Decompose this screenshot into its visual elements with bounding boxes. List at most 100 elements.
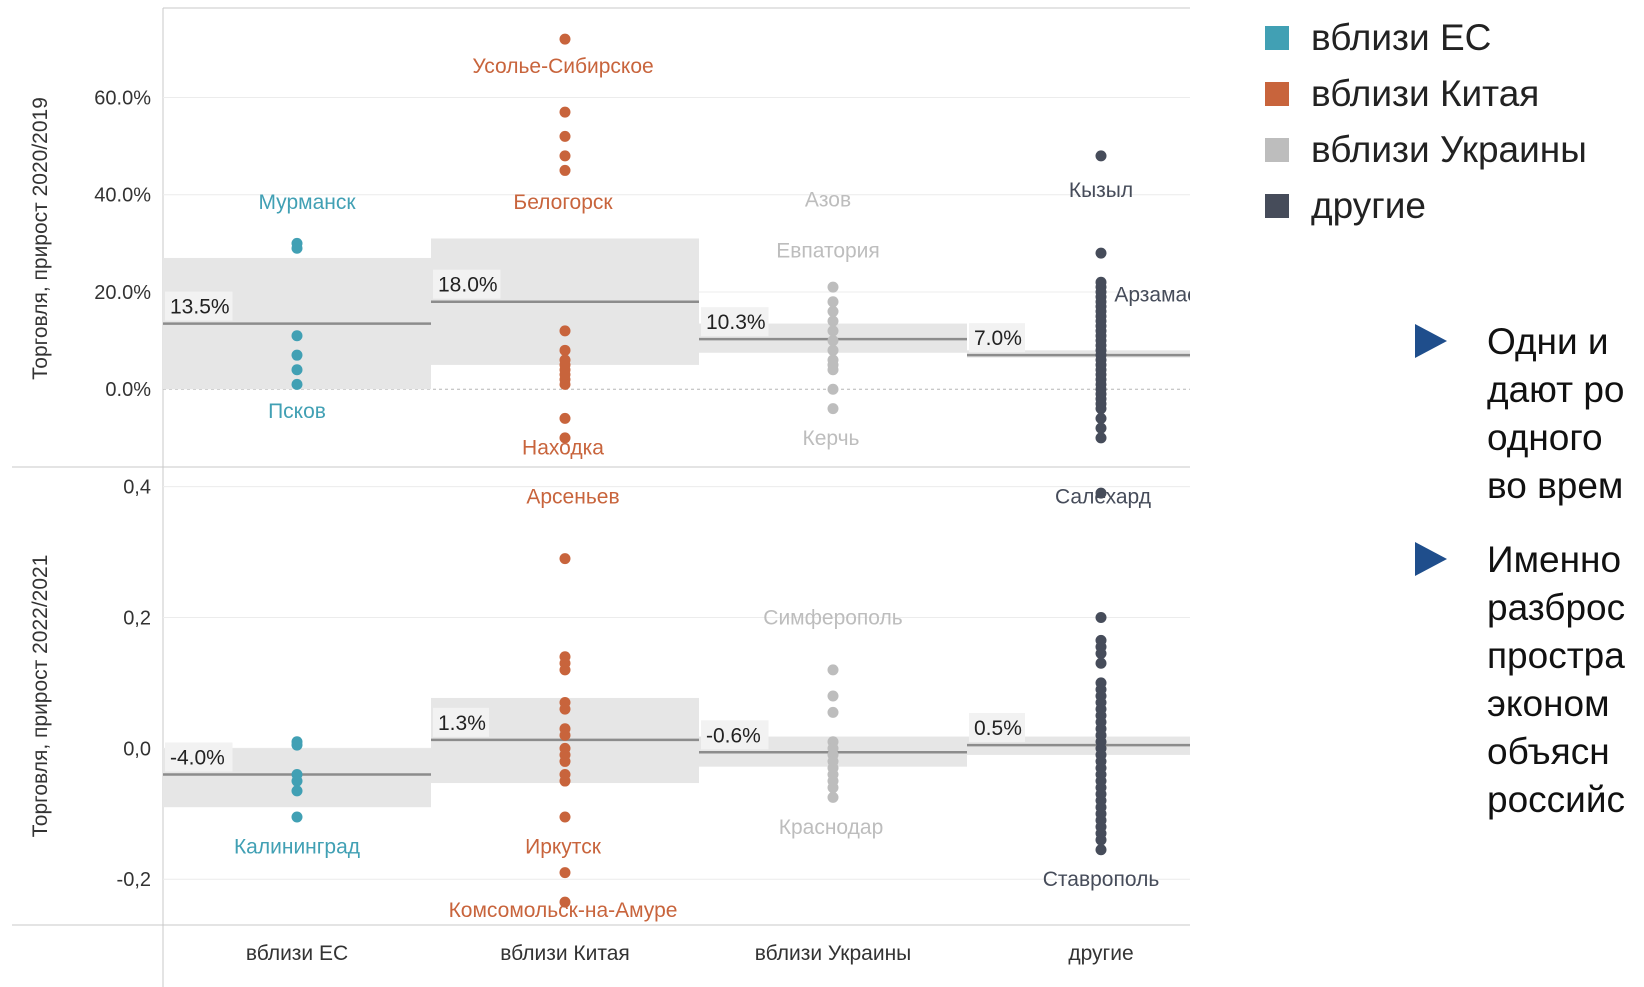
data-point (559, 164, 571, 176)
data-point (827, 296, 839, 308)
data-point (827, 706, 839, 718)
data-point (559, 867, 571, 879)
city-label: Краснодар (779, 816, 884, 839)
y-tick-label: 0,2 (123, 607, 151, 629)
x-tick-label: вблизи ЕС (246, 942, 348, 965)
median-label-bg (165, 742, 233, 772)
city-label: Находка (522, 437, 604, 460)
x-tick-label: вблизи Украины (755, 942, 912, 965)
data-point (559, 130, 571, 142)
city-label: Азов (805, 189, 851, 212)
data-point (827, 403, 839, 415)
data-point (1095, 611, 1107, 623)
bullet-line: во врем (1487, 465, 1624, 506)
median-label: 13.5% (170, 296, 230, 319)
y-tick-label: 20.0% (94, 282, 151, 304)
triangle-bullet-icon (1415, 542, 1447, 576)
data-point (291, 330, 303, 342)
bullet-item: Одни и дают ро одного во врем (1415, 318, 1644, 510)
y-axis-title: Торговля, прирост 2020/2019 (29, 97, 52, 380)
strip-chart: 0.0% 20.0% 40.0% 60.0% Торговля, прирост 202… (12, 7, 1190, 987)
data-point (291, 364, 303, 376)
data-point (559, 33, 571, 45)
median-label-bg (969, 713, 1025, 743)
bullet-line: дают ро (1487, 369, 1625, 410)
data-point (827, 344, 839, 356)
legend-label: другие (1311, 185, 1426, 226)
y-axis-title: Торговля, прирост 2022/2021 (29, 555, 52, 838)
y-tick-label: -0,2 (117, 869, 151, 891)
bullet-line: Именно (1487, 539, 1622, 580)
bullet-item: Именно разброс простра эконом объясн рос… (1415, 536, 1644, 824)
data-point (1095, 150, 1107, 162)
data-point (291, 378, 303, 390)
city-label: Белогорск (513, 191, 613, 214)
data-point (827, 325, 839, 337)
bullet-line: простра (1487, 635, 1625, 676)
data-point (559, 106, 571, 118)
y-tick-label: 0,0 (123, 738, 151, 760)
data-point (1095, 412, 1107, 424)
bullet-text: Одни и дают ро одного во врем (1487, 318, 1644, 510)
x-tick-label: вблизи Китая (500, 942, 630, 965)
data-point (559, 729, 571, 741)
median-label-bg (433, 269, 501, 299)
bullet-line: разброс (1487, 587, 1626, 628)
legend-item: вблизи ЕС (1265, 10, 1587, 66)
median-label: 7.0% (974, 327, 1022, 350)
city-label: Мурманск (258, 191, 356, 214)
bullet-line: российс (1487, 779, 1625, 820)
data-point (291, 775, 303, 787)
city-label: Ставрополь (1043, 868, 1160, 891)
y-tick-label: 40.0% (94, 185, 151, 207)
median-label: -4.0% (170, 747, 225, 770)
legend-item: вблизи Китая (1265, 66, 1587, 122)
bullet-line: объясн (1487, 731, 1610, 772)
city-label: Керчь (802, 427, 859, 450)
y-tick-label: 0.0% (105, 379, 151, 401)
city-label: Комсомольск-на-Амуре (449, 899, 678, 922)
city-label: Евпатория (776, 240, 880, 263)
x-tick-label: другие (1068, 942, 1133, 965)
data-point (559, 775, 571, 787)
data-point (827, 305, 839, 317)
bullet-list: Одни и дают ро одного во врем Именно раз… (1415, 318, 1644, 850)
data-point (291, 739, 303, 751)
bullet-text: Именно разброс простра эконом объясн рос… (1487, 536, 1644, 824)
data-point (559, 703, 571, 715)
bullet-line: Одни и (1487, 321, 1609, 362)
median-label: 18.0% (438, 274, 498, 297)
data-point (827, 364, 839, 376)
data-point (1095, 487, 1107, 499)
data-point (1095, 422, 1107, 434)
data-point (1095, 403, 1107, 415)
median-label-bg (433, 707, 489, 737)
data-point (827, 383, 839, 395)
city-label: Симферополь (763, 606, 902, 629)
data-point (827, 690, 839, 702)
city-label: Калининград (234, 835, 360, 858)
data-point (559, 378, 571, 390)
data-point (559, 325, 571, 337)
city-label: Арзамас (1114, 283, 1190, 306)
data-point (827, 664, 839, 676)
data-point (291, 349, 303, 361)
data-point (559, 811, 571, 823)
bullet-line: эконом (1487, 683, 1610, 724)
legend-swatch (1265, 138, 1289, 162)
data-point (291, 785, 303, 797)
legend-label: вблизи Китая (1311, 73, 1540, 114)
city-label: Псков (268, 400, 326, 423)
data-point (827, 791, 839, 803)
legend-item: другие (1265, 178, 1587, 234)
legend-swatch (1265, 194, 1289, 218)
city-label: Кызыл (1069, 179, 1133, 202)
data-point (559, 553, 571, 565)
data-point (291, 811, 303, 823)
y-tick-label: 60.0% (94, 88, 151, 110)
median-label-bg (969, 323, 1025, 353)
data-point (1095, 844, 1107, 856)
triangle-bullet-icon (1415, 324, 1447, 358)
data-point (559, 755, 571, 767)
data-point (559, 150, 571, 162)
